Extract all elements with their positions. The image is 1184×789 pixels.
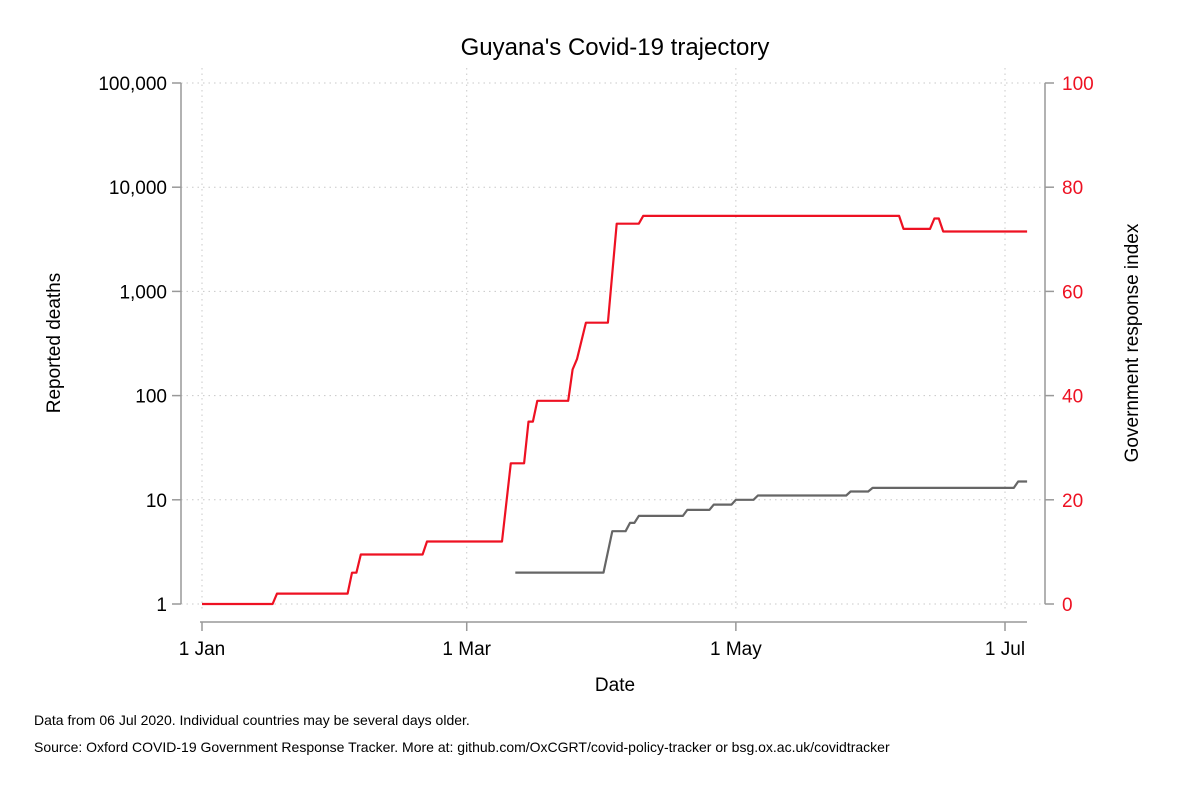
y2-tick-label: 80 [1062,178,1083,199]
series-line-index [202,214,1028,606]
y-tick-label: 1,000 [119,282,167,303]
y-tick-label: 10,000 [109,178,167,199]
y2-tick-label: 40 [1062,387,1083,408]
y2-tick-label: 0 [1062,595,1073,616]
y-tick-label: 1 [156,595,167,616]
footer-note: Data from 06 Jul 2020. Individual countr… [34,712,470,728]
x-tick-label: 1 Jan [179,639,225,660]
series-line-deaths [515,480,1028,574]
footer-source: Source: Oxford COVID-19 Government Respo… [34,739,890,755]
series-lines [202,214,1028,606]
tick-labels: 1 10 100 1,000 10,000 100,000 0 20 40 60 80 100 1 Ja… [98,74,1093,660]
x-tick-label: 1 Jul [985,639,1025,660]
y2-axis-label: Government response index [1122,223,1143,462]
tick-marks [172,82,1054,631]
y-tick-label: 100,000 [98,74,167,95]
y-axis-label: Reported deaths [44,273,65,414]
y2-tick-label: 60 [1062,282,1083,303]
x-tick-label: 1 May [710,639,762,660]
x-axis-label: Date [595,675,635,696]
y2-tick-label: 100 [1062,74,1094,95]
chart-title: Guyana's Covid-19 trajectory [461,34,770,61]
y2-tick-label: 20 [1062,491,1083,512]
grid [181,68,1045,612]
axes [180,83,1046,623]
y-tick-label: 100 [135,387,167,408]
x-tick-label: 1 Mar [442,639,491,660]
y-tick-label: 10 [146,491,167,512]
